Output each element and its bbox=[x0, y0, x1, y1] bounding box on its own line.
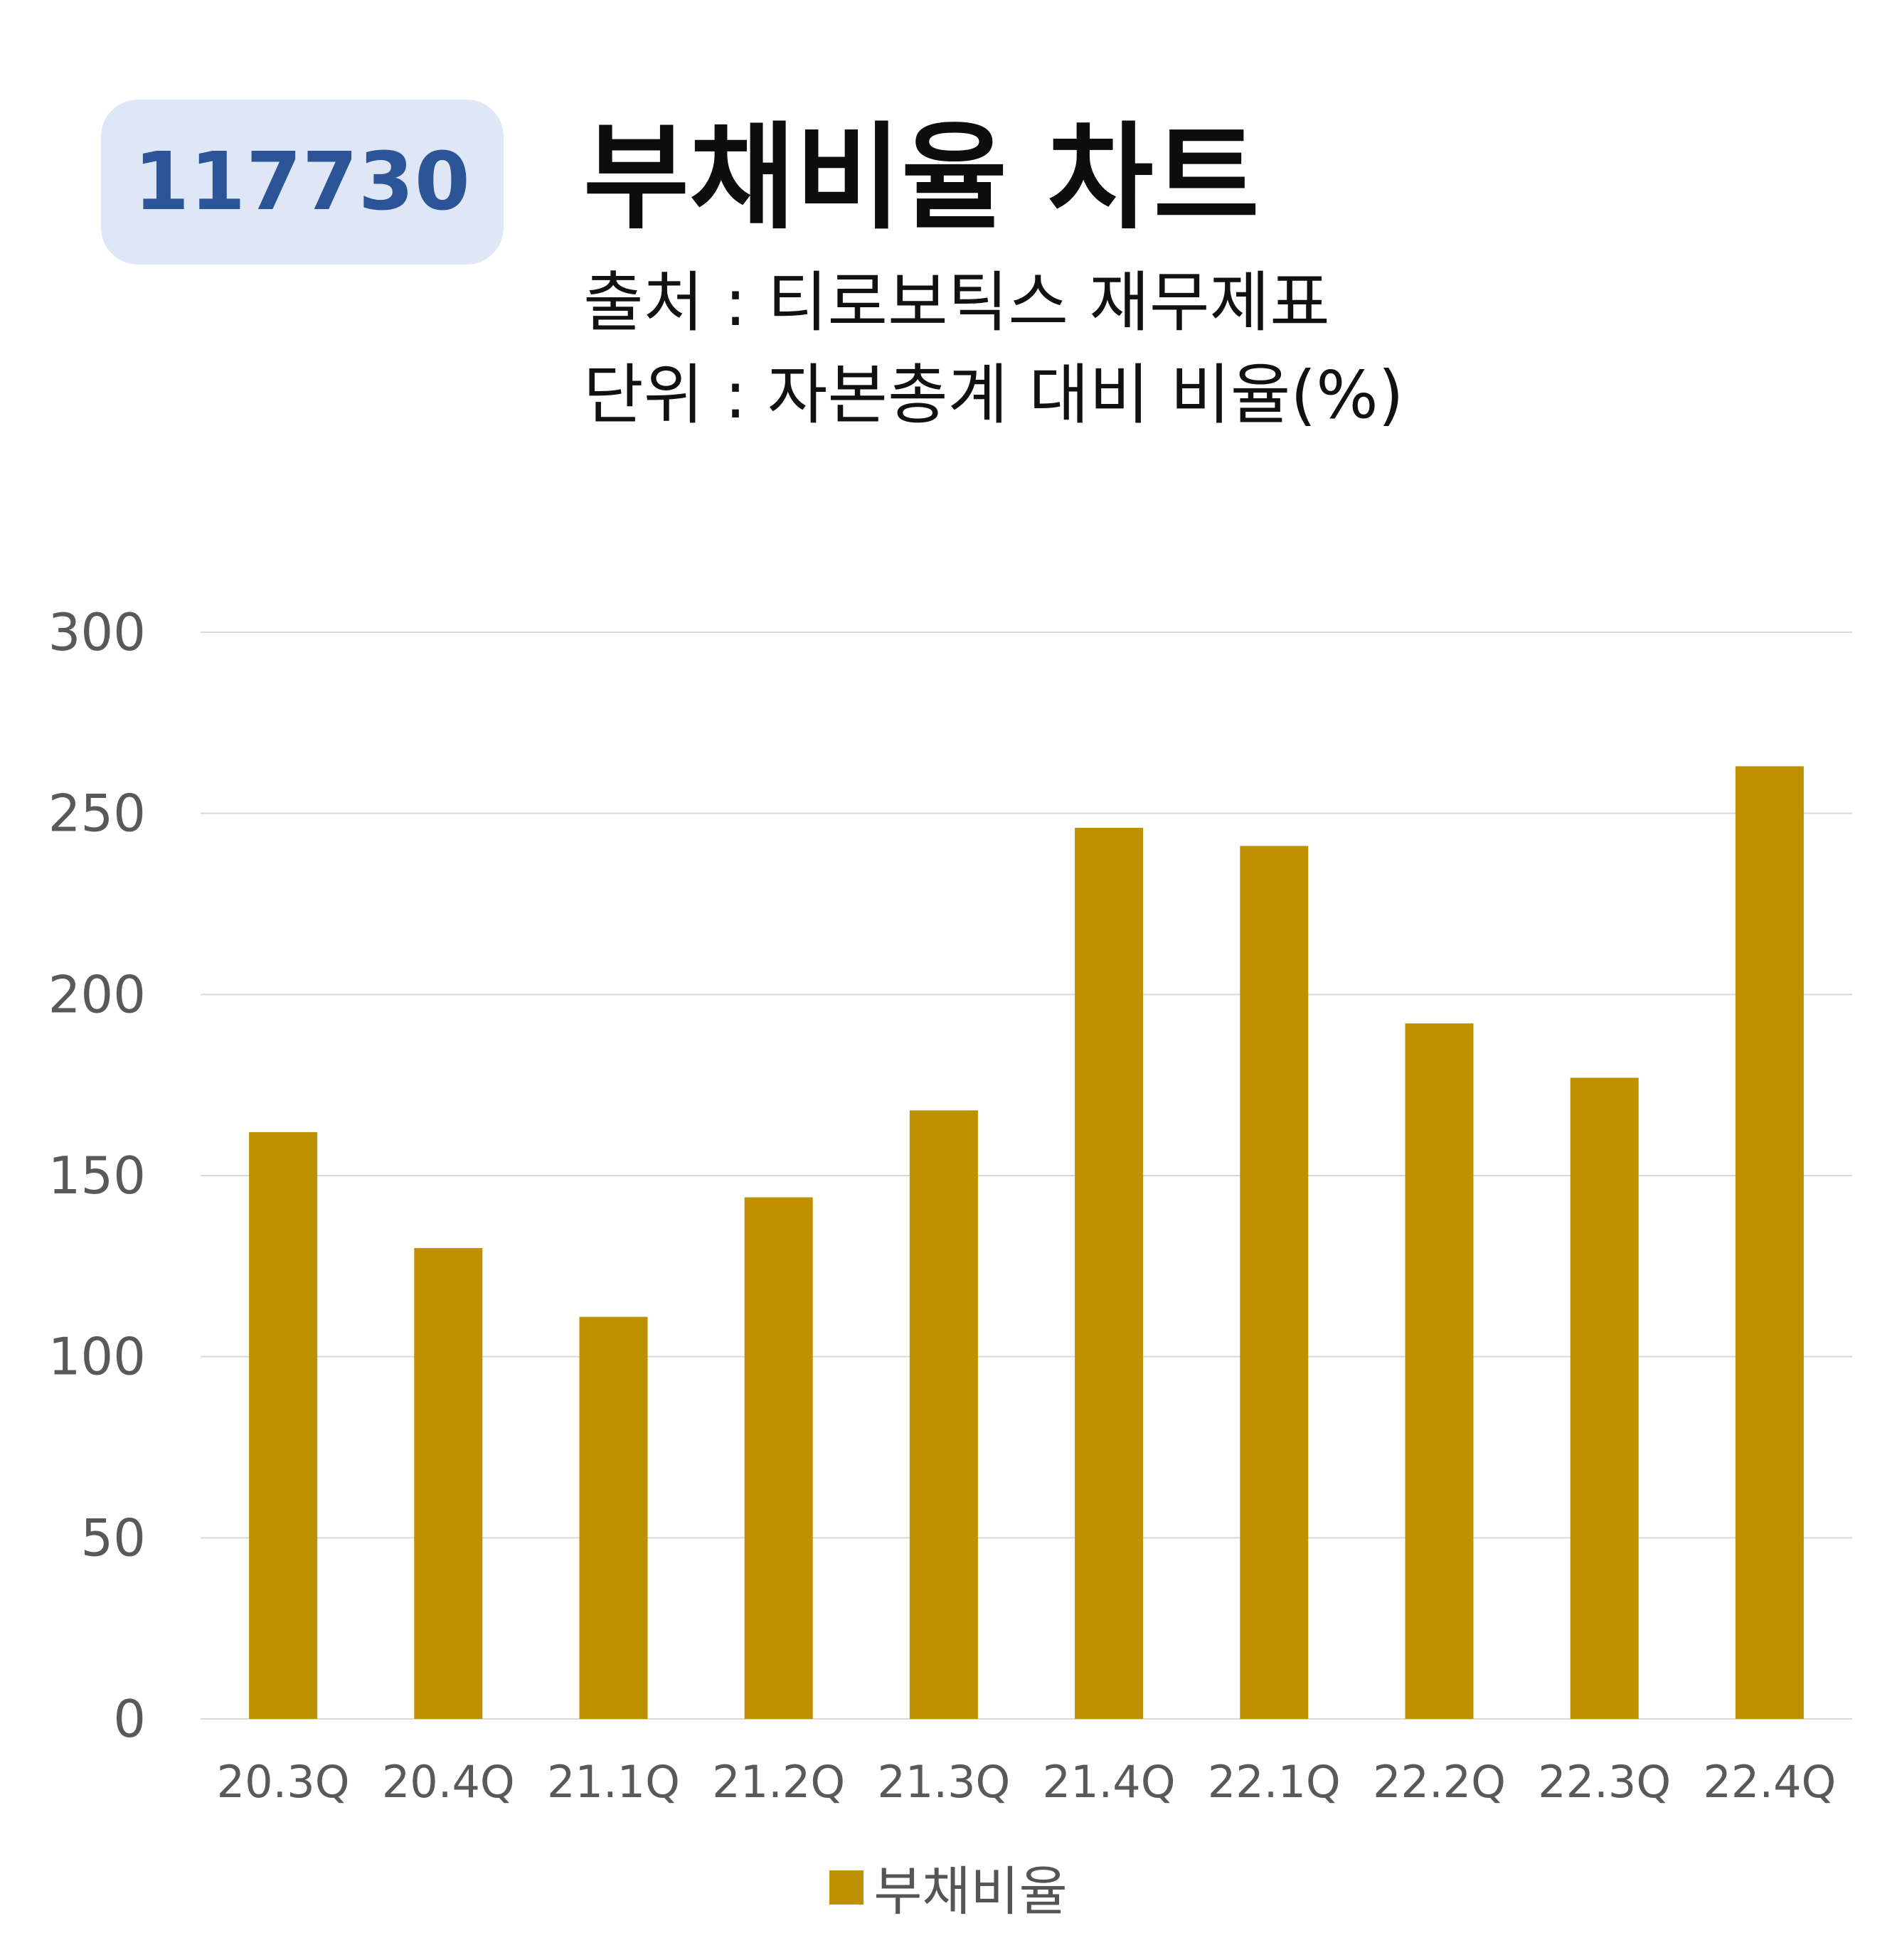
x-tick-label: 22.4Q bbox=[1703, 1756, 1836, 1808]
x-tick-label: 21.4Q bbox=[1043, 1756, 1176, 1808]
x-tick-label: 21.2Q bbox=[712, 1756, 845, 1808]
bar bbox=[744, 1197, 813, 1719]
bar bbox=[1570, 1077, 1639, 1719]
bar bbox=[414, 1247, 483, 1719]
bar bbox=[1405, 1023, 1474, 1719]
legend-label: 부채비율 bbox=[873, 1861, 1068, 1922]
y-tick-label: 100 bbox=[48, 1327, 146, 1387]
y-tick-label: 0 bbox=[113, 1689, 146, 1749]
chart-subtitle-source: 출처 : 티로보틱스 재무제표 bbox=[583, 265, 1330, 341]
legend: 부채비율 bbox=[0, 1849, 1897, 1925]
bar bbox=[1735, 766, 1804, 1719]
x-tick-label: 20.4Q bbox=[382, 1756, 515, 1808]
y-tick-label: 200 bbox=[48, 964, 146, 1024]
x-tick-label: 22.1Q bbox=[1208, 1756, 1341, 1808]
ticker-code: 117730 bbox=[134, 136, 471, 228]
chart-subtitle-unit: 단위 : 자본총계 대비 비율(%) bbox=[583, 357, 1404, 433]
bar bbox=[249, 1131, 318, 1719]
ticker-badge: 117730 bbox=[101, 100, 504, 265]
bar bbox=[1075, 828, 1144, 1719]
y-tick-label: 50 bbox=[80, 1508, 146, 1567]
x-tick-label: 20.3Q bbox=[217, 1756, 350, 1808]
bar bbox=[579, 1316, 648, 1719]
y-tick-label: 150 bbox=[48, 1146, 146, 1205]
x-tick-label: 21.1Q bbox=[547, 1756, 680, 1808]
x-tick-label: 21.3Q bbox=[877, 1756, 1010, 1808]
x-tick-label: 22.3Q bbox=[1538, 1756, 1671, 1808]
legend-swatch bbox=[829, 1870, 864, 1905]
bar bbox=[1240, 846, 1309, 1719]
y-tick-label: 250 bbox=[48, 784, 146, 843]
chart-title: 부채비율 차트 bbox=[583, 112, 1260, 245]
x-tick-label: 22.2Q bbox=[1373, 1756, 1506, 1808]
y-tick-label: 300 bbox=[48, 602, 146, 662]
bar bbox=[909, 1110, 978, 1719]
